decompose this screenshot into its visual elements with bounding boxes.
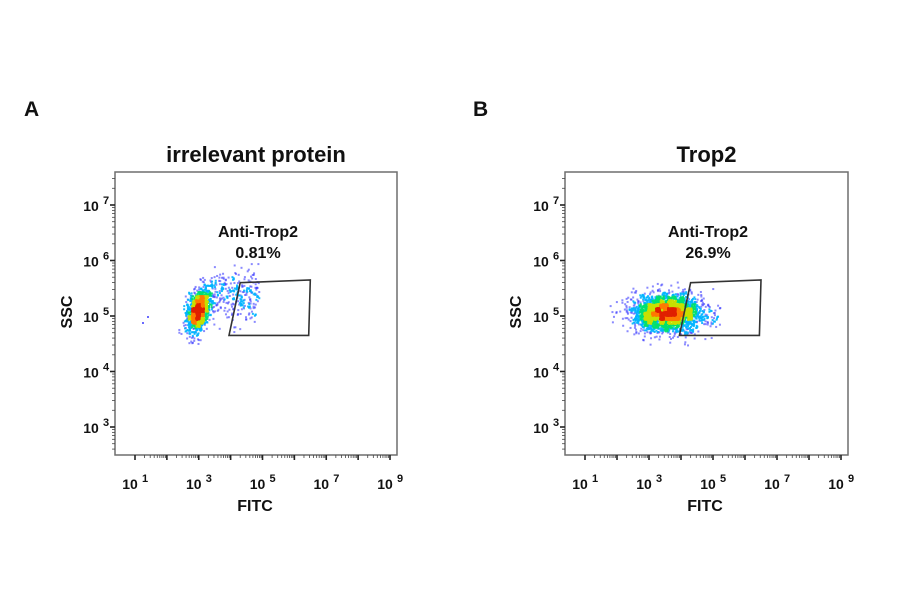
gate-label-a: Anti-Trop2 0.81% [198, 222, 318, 264]
svg-text:7: 7 [333, 473, 339, 485]
population-dots [142, 263, 261, 345]
svg-text:5: 5 [103, 306, 109, 318]
y-tick-label: 10 [83, 254, 99, 270]
panel-letter-a: A [24, 98, 40, 121]
svg-text:9: 9 [397, 473, 403, 485]
x-axis: 10 1 10 3 10 5 10 7 10 9 [122, 455, 403, 492]
svg-text:4: 4 [103, 362, 110, 374]
plot-frame [114, 171, 398, 456]
panel-letter-b: B [473, 98, 489, 121]
y-axis: 10 3 10 4 10 5 10 6 10 7 [83, 178, 115, 450]
svg-text:1: 1 [142, 473, 148, 485]
svg-text:3: 3 [206, 473, 212, 485]
plot-title-b: Trop2 [676, 142, 737, 167]
svg-text:7: 7 [103, 195, 109, 207]
plot-title-a: irrelevant protein [166, 142, 346, 167]
y-tick-label: 10 [83, 420, 99, 436]
svg-text:5: 5 [270, 473, 276, 485]
plot-group: 10 1 10 3 10 5 10 7 10 9 10 3 10 4 10 5 10 6 10 7 [83, 171, 403, 492]
y-tick-label: 10 [83, 365, 99, 381]
x-axis-label-b: FITC [687, 498, 723, 515]
gate-name-b: Anti-Trop2 [668, 224, 748, 241]
x-tick-label: 10 [313, 476, 329, 492]
x-tick-label: 10 [186, 476, 202, 492]
y-tick-label: 10 [83, 309, 99, 325]
gate-name-a: Anti-Trop2 [218, 224, 298, 241]
y-tick-label: 10 [83, 198, 99, 214]
svg-text:3: 3 [103, 417, 109, 429]
x-tick-label: 10 [377, 476, 393, 492]
gate-percent-a: 0.81% [235, 245, 281, 262]
svg-text:6: 6 [103, 251, 109, 263]
y-axis-label-b: SSC [508, 295, 525, 329]
x-axis-label-a: FITC [237, 498, 273, 515]
gate-percent-b: 26.9% [685, 245, 731, 262]
x-tick-label: 10 [122, 476, 138, 492]
x-tick-label: 10 [250, 476, 266, 492]
gate-label-b: Anti-Trop2 26.9% [648, 222, 768, 264]
gate-polygon [228, 279, 312, 337]
